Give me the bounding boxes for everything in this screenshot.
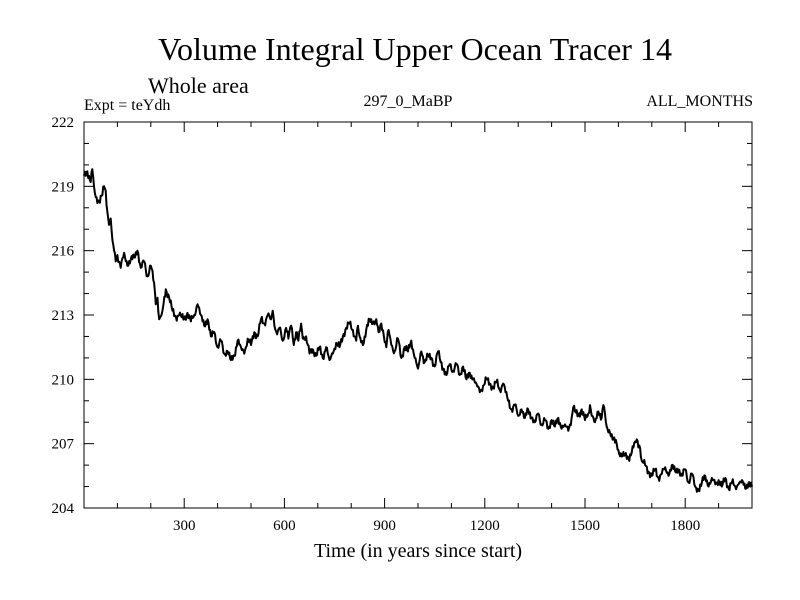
x-tick-label: 600 (273, 518, 296, 534)
x-tick-label: 900 (373, 518, 396, 534)
experiment-label: Expt = teYdh (84, 97, 170, 114)
ticks: 300 600 900 1200 1500 1800 204 207 210 213 216 219 2… (52, 115, 752, 534)
y-tick-label: 216 (52, 244, 75, 260)
y-tick-label: 207 (52, 437, 75, 453)
x-tick-label: 1500 (570, 518, 600, 534)
chart-title: Volume Integral Upper Ocean Tracer 14 (158, 31, 672, 67)
y-tick-label: 210 (52, 372, 75, 388)
y-tick-label: 222 (52, 115, 75, 131)
months-label: ALL_MONTHS (646, 93, 753, 110)
x-tick-label: 1200 (470, 518, 500, 534)
x-axis-label: Time (in years since start) (314, 540, 522, 562)
x-tick-label: 1800 (670, 518, 700, 534)
chart-subtitle: Whole area (148, 73, 249, 98)
y-tick-label: 213 (52, 308, 75, 324)
y-tick-label: 219 (52, 179, 75, 195)
series-line (83, 168, 753, 493)
x-tick-label: 300 (173, 518, 196, 534)
plot-frame (83, 121, 753, 509)
period-label: 297_0_MaBP (364, 93, 453, 110)
y-tick-label: 204 (52, 501, 75, 517)
series-group (83, 168, 753, 493)
